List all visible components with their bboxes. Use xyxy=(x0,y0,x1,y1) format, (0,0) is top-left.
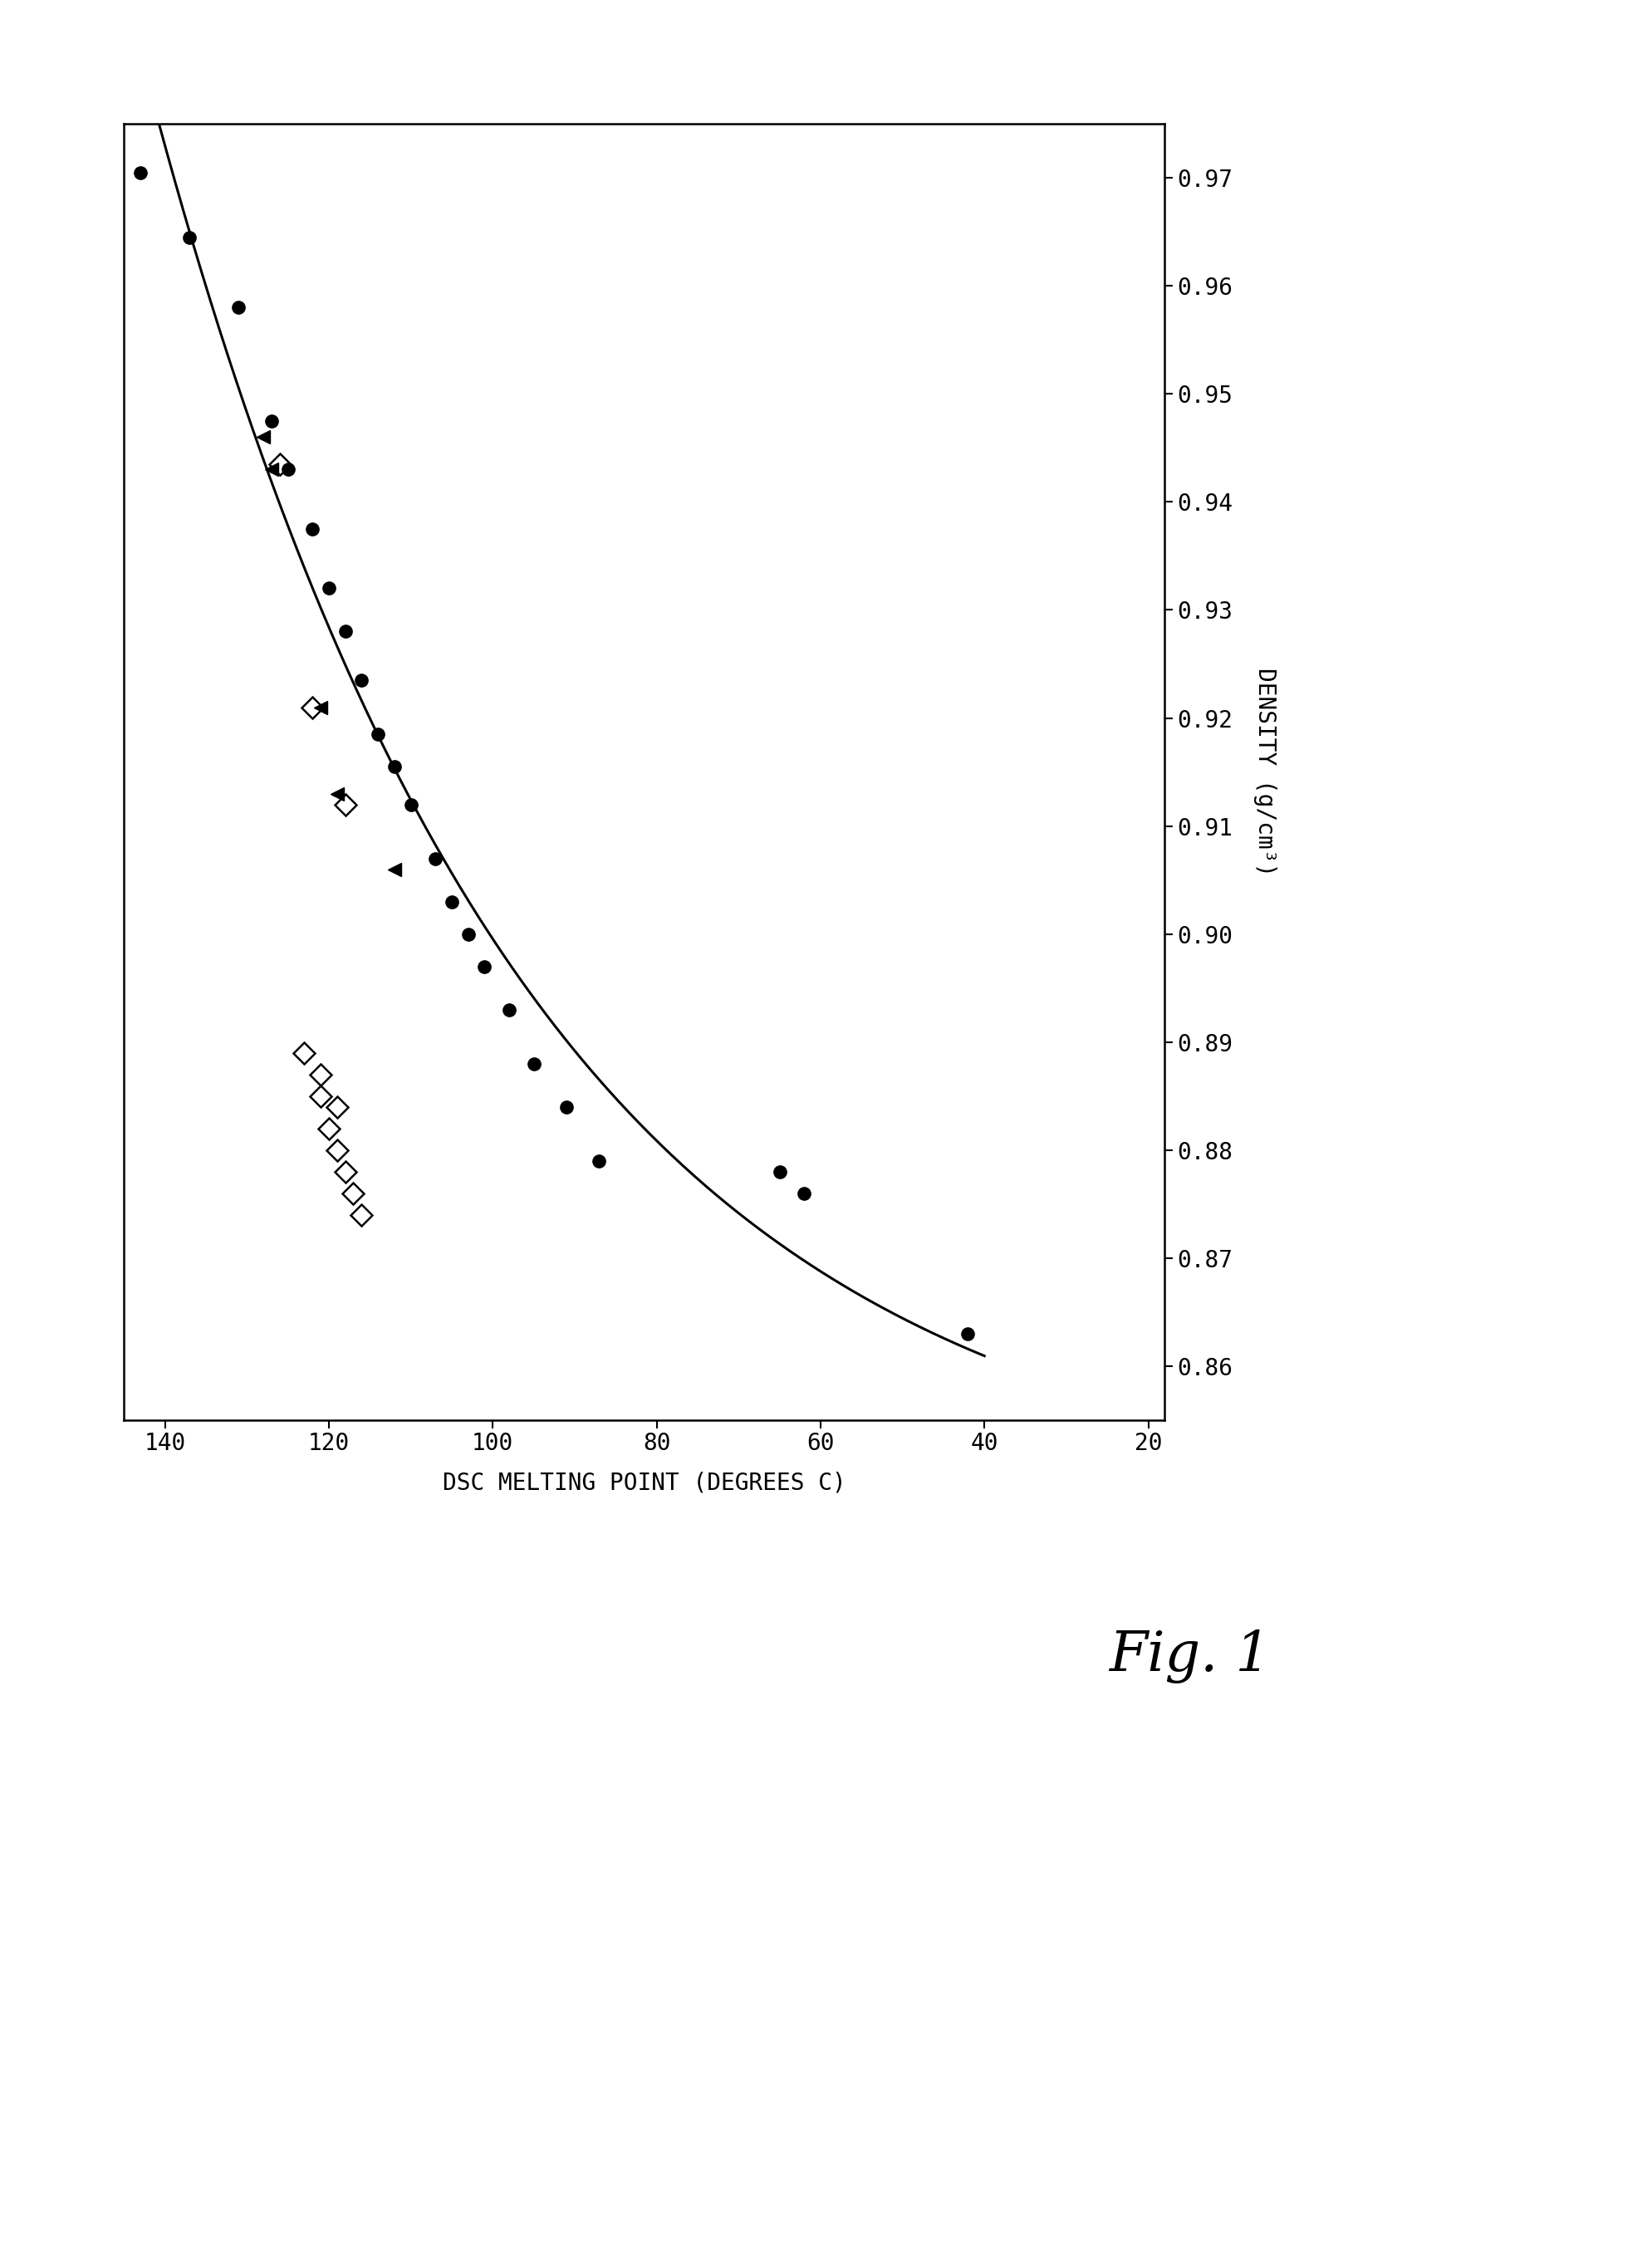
X-axis label: DSC MELTING POINT (DEGREES C): DSC MELTING POINT (DEGREES C) xyxy=(443,1472,846,1494)
Text: Fig. 1: Fig. 1 xyxy=(1108,1630,1270,1684)
Y-axis label: DENSITY (g/cm³): DENSITY (g/cm³) xyxy=(1254,667,1277,877)
